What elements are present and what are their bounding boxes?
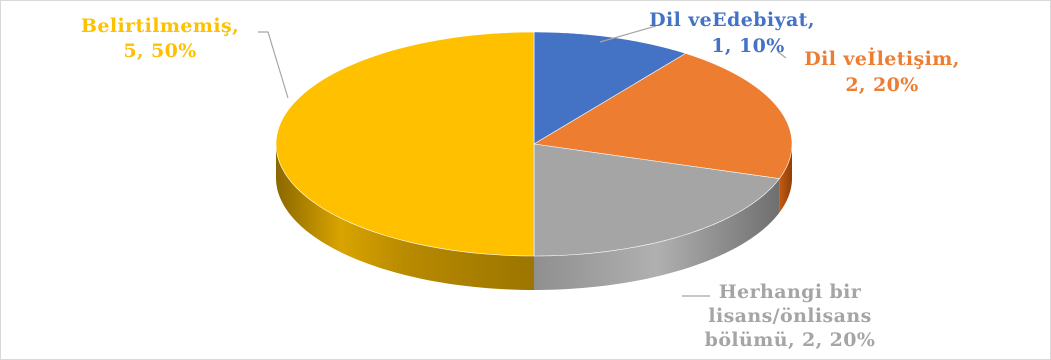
pie-slice-1 (533, 53, 793, 179)
pie-sides (276, 144, 792, 290)
data-label-herhangi: Herhangi bir lisans/önlisans bölümü, 2, … (705, 281, 876, 351)
label-line: 1, 10% (711, 35, 784, 57)
pie-slice-3 (275, 31, 535, 257)
pie-side-3 (276, 144, 534, 290)
label-line: lisans/önlisans (708, 305, 871, 327)
pie-slice-2 (533, 143, 780, 257)
leader-line-belirtilmemis (258, 31, 289, 99)
label-line: Dil veİletişim, (804, 47, 959, 70)
pie-side-1 (779, 144, 792, 213)
data-label-dil-iletisim: Dil veİletişim, 2, 20% (804, 47, 959, 96)
label-line: Herhangi bir (719, 281, 862, 303)
leader-line-dil-iletisim (777, 51, 787, 59)
label-line: bölümü, 2, 20% (705, 329, 876, 351)
label-line: Dil veEdebiyat, (649, 9, 815, 31)
data-label-dil-edebiyat: Dil veEdebiyat, 1, 10% (649, 9, 815, 57)
label-line: 2, 20% (845, 74, 918, 96)
pie-side-2 (534, 178, 780, 290)
pie-tops (275, 31, 793, 257)
data-label-belirtilmemis: Belirtilmemiş, 5, 50% (81, 15, 239, 62)
leader-line-dil-edebiyat (599, 25, 657, 43)
label-line: 5, 50% (123, 40, 196, 62)
label-line: Belirtilmemiş, (81, 15, 239, 37)
